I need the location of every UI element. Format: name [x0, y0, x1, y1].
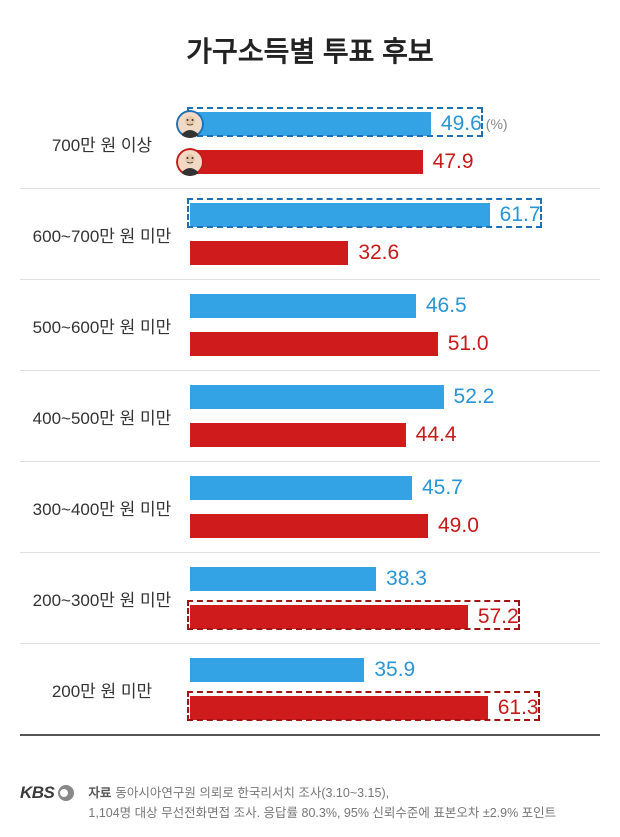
blue-bar — [190, 476, 412, 500]
category-label: 500~600만 원 미만 — [20, 313, 190, 338]
blue-bar — [190, 567, 376, 591]
bar-group: 61.7 32.6 — [190, 201, 600, 267]
chart-row: 300~400만 원 미만 45.7 49.0 — [20, 462, 600, 553]
chart-row: 200만 원 미만 35.9 61.3 — [20, 644, 600, 736]
blue-candidate-avatar-icon — [176, 110, 204, 138]
red-bar — [190, 423, 406, 447]
red-bar — [190, 241, 348, 265]
blue-value: 52.2 — [454, 385, 495, 409]
blue-bar — [190, 658, 364, 682]
logo-circle-icon — [58, 785, 74, 801]
blue-bar — [190, 112, 431, 136]
chart-row: 400~500만 원 미만 52.2 44.4 — [20, 371, 600, 462]
blue-bar-line: 52.2 — [190, 383, 600, 411]
category-label: 700만 원 이상 — [20, 131, 190, 156]
red-value: 44.4 — [416, 423, 457, 447]
footer: KBS 자료 동아시아연구원 의뢰로 한국리서치 조사(3.10~3.15), 1… — [20, 783, 600, 823]
red-bar — [190, 332, 438, 356]
category-label: 200~300만 원 미만 — [20, 586, 190, 611]
bar-chart: 700만 원 이상 49.6(%) 47.9 600~700만 원 미만 61.7 3… — [20, 98, 600, 736]
red-bar-line: 44.4 — [190, 421, 600, 449]
blue-bar-line: 61.7 — [190, 201, 600, 229]
blue-bar-line: 46.5 — [190, 292, 600, 320]
category-label: 300~400만 원 미만 — [20, 495, 190, 520]
unit-label: (%) — [486, 116, 508, 132]
blue-bar-line: 38.3 — [190, 565, 600, 593]
blue-value: 49.6 — [441, 112, 482, 136]
blue-value: 45.7 — [422, 476, 463, 500]
blue-bar-line: 35.9 — [190, 656, 600, 684]
red-bar-line: 47.9 — [190, 148, 600, 176]
source-label: 자료 — [88, 786, 111, 800]
red-value: 51.0 — [448, 332, 489, 356]
source-text: 자료 동아시아연구원 의뢰로 한국리서치 조사(3.10~3.15), 1,104… — [88, 783, 556, 823]
category-label: 400~500만 원 미만 — [20, 404, 190, 429]
blue-bar — [190, 203, 490, 227]
red-bar — [190, 514, 428, 538]
red-bar-line: 32.6 — [190, 239, 600, 267]
red-bar — [190, 150, 423, 174]
logo-text: KBS — [20, 783, 54, 803]
red-value: 57.2 — [478, 605, 519, 629]
red-bar-line: 49.0 — [190, 512, 600, 540]
source-line-2: 1,104명 대상 무선전화면접 조사. 응답률 80.3%, 95% 신뢰수준… — [88, 806, 556, 820]
source-line-1: 동아시아연구원 의뢰로 한국리서치 조사(3.10~3.15), — [115, 786, 389, 800]
bar-group: 35.9 61.3 — [190, 656, 600, 722]
red-bar-line: 57.2 — [190, 603, 600, 631]
red-bar — [190, 605, 468, 629]
red-candidate-avatar-icon — [176, 148, 204, 176]
red-value: 47.9 — [433, 150, 474, 174]
bar-group: 38.3 57.2 — [190, 565, 600, 631]
red-value: 61.3 — [498, 696, 539, 720]
blue-value: 38.3 — [386, 567, 427, 591]
bar-group: 46.5 51.0 — [190, 292, 600, 358]
blue-value: 35.9 — [374, 658, 415, 682]
bar-group: 52.2 44.4 — [190, 383, 600, 449]
red-bar-line: 61.3 — [190, 694, 600, 722]
bar-group: 49.6(%) 47.9 — [190, 110, 600, 176]
chart-row: 600~700만 원 미만 61.7 32.6 — [20, 189, 600, 280]
red-bar-line: 51.0 — [190, 330, 600, 358]
red-value: 49.0 — [438, 514, 479, 538]
kbs-logo: KBS — [20, 783, 74, 803]
blue-bar — [190, 385, 444, 409]
chart-row: 200~300만 원 미만 38.3 57.2 — [20, 553, 600, 644]
blue-bar-line: 45.7 — [190, 474, 600, 502]
blue-value: 46.5 — [426, 294, 467, 318]
blue-bar — [190, 294, 416, 318]
red-bar — [190, 696, 488, 720]
red-value: 32.6 — [358, 241, 399, 265]
bar-group: 45.7 49.0 — [190, 474, 600, 540]
chart-row: 700만 원 이상 49.6(%) 47.9 — [20, 98, 600, 189]
chart-row: 500~600만 원 미만 46.5 51.0 — [20, 280, 600, 371]
category-label: 200만 원 미만 — [20, 677, 190, 702]
category-label: 600~700만 원 미만 — [20, 222, 190, 247]
blue-bar-line: 49.6(%) — [190, 110, 600, 138]
chart-title: 가구소득별 투표 후보 — [20, 30, 600, 70]
blue-value: 61.7 — [500, 203, 541, 227]
